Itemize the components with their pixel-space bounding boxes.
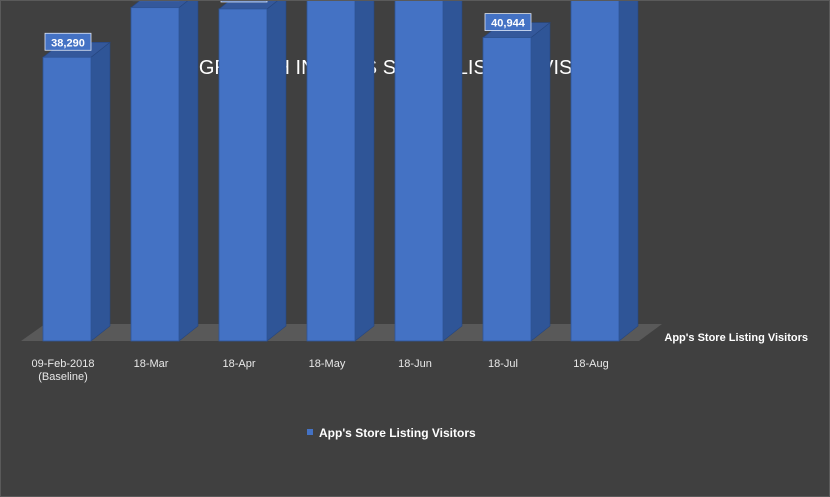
bar	[570, 1, 639, 342]
legend-swatch	[307, 429, 313, 435]
bar	[482, 21, 551, 342]
bar	[42, 41, 111, 342]
category-ticks-layer: 09-Feb-2018(Baseline) 18-Mar 18-Apr 18-May 1…	[32, 358, 609, 383]
series-axis-label: App's Store Listing Visitors	[664, 332, 808, 344]
bar-side	[618, 1, 639, 342]
category-tick-label: 18-Aug	[573, 358, 608, 370]
bar-side	[90, 41, 111, 342]
bar	[130, 1, 199, 342]
bar	[218, 1, 287, 342]
bar-front	[570, 1, 620, 342]
bar-side	[178, 1, 199, 342]
data-label-text: 40,944	[491, 18, 526, 30]
legend-label: App's Store Listing Visitors	[319, 426, 476, 440]
category-tick-label: 18-Apr	[222, 358, 255, 370]
data-label: 40,944	[484, 13, 532, 32]
bar-front	[42, 56, 92, 342]
data-labels-layer: 38,29044,98944,81046,59548,36040,94462,3…	[44, 1, 532, 51]
bar-front	[130, 7, 180, 342]
category-tick-label: 18-Mar	[134, 358, 169, 370]
data-label-text: 38,290	[51, 37, 85, 49]
legend: App's Store Listing Visitors	[307, 426, 476, 440]
data-label: 44,810	[220, 1, 268, 3]
bar-side	[266, 1, 287, 342]
bar-front	[306, 1, 356, 342]
category-tick-label: 09-Feb-2018	[32, 358, 95, 370]
data-label: 38,290	[44, 32, 92, 51]
bar-front	[218, 8, 268, 342]
bar-front	[482, 37, 532, 342]
bars-layer	[42, 1, 639, 342]
bar-side	[530, 21, 551, 342]
data-label-box	[44, 32, 92, 51]
category-tick-label: 18-Jul	[488, 358, 518, 370]
bar-front	[394, 1, 444, 342]
category-tick-label: 18-Jun	[398, 358, 432, 370]
bar-side	[442, 1, 463, 342]
category-tick-label: (Baseline)	[38, 371, 88, 383]
bar	[306, 1, 375, 342]
category-tick-label: 18-May	[309, 358, 346, 370]
bar-side	[354, 1, 375, 342]
bar	[394, 1, 463, 342]
data-label-box	[220, 1, 268, 3]
data-label-box	[484, 13, 532, 32]
